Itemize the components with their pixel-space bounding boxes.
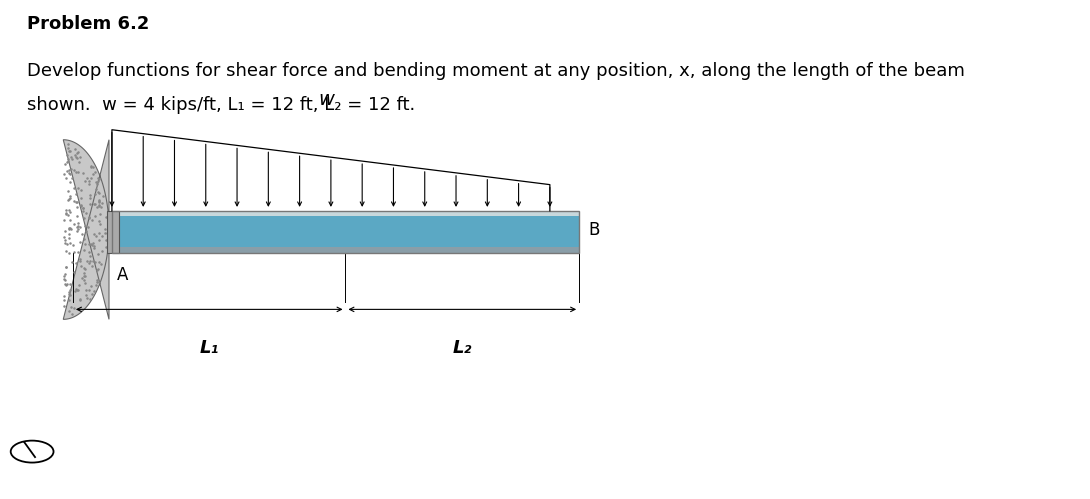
Text: Problem 6.2: Problem 6.2 [27, 15, 149, 33]
Polygon shape [63, 140, 109, 319]
Bar [112, 216, 579, 248]
Text: A: A [117, 265, 129, 284]
Bar [112, 211, 579, 253]
Text: shown.  w = 4 kips/ft, L₁ = 12 ft, L₂ = 12 ft.: shown. w = 4 kips/ft, L₁ = 12 ft, L₂ = 1… [27, 96, 415, 114]
Bar [112, 211, 579, 216]
Text: Develop functions for shear force and bending moment at any position, x, along t: Develop functions for shear force and be… [27, 62, 965, 80]
Bar [107, 211, 119, 253]
Text: L₂: L₂ [452, 339, 472, 357]
Bar [112, 248, 579, 253]
Text: L₁: L₁ [199, 339, 219, 357]
Text: B: B [589, 221, 601, 239]
Text: w: w [318, 90, 334, 109]
